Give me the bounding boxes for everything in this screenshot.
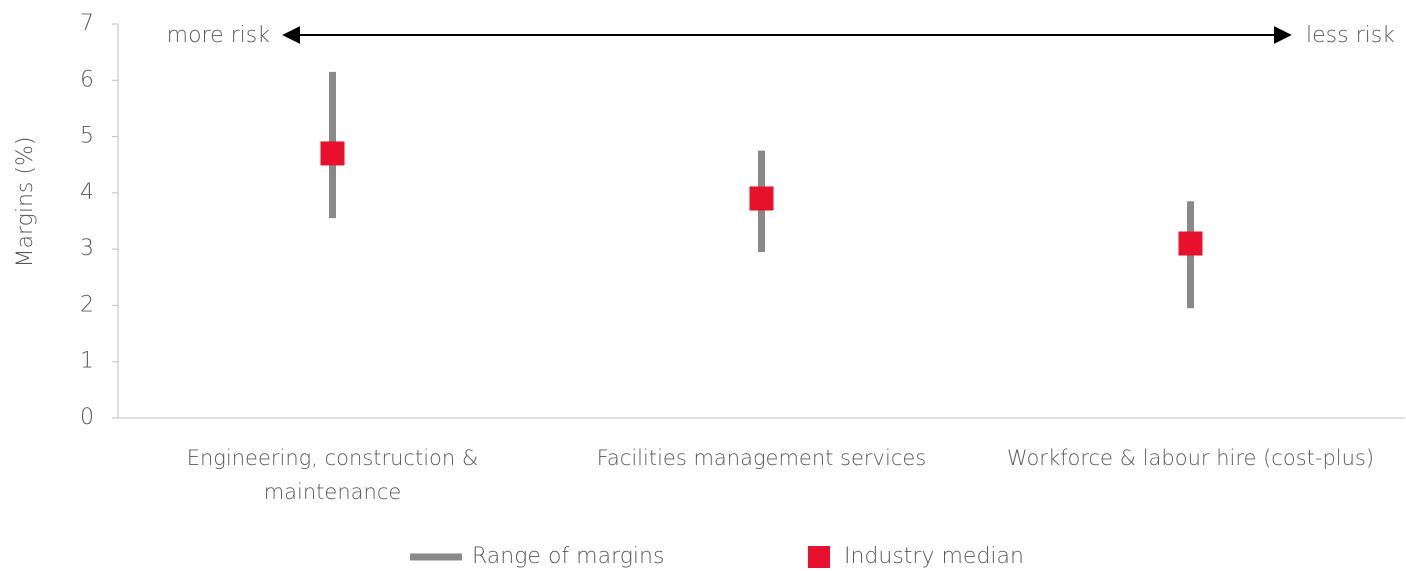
- y-tick-label: 4: [80, 180, 94, 205]
- y-tick-label: 6: [80, 67, 94, 92]
- legend-label: Range of margins: [472, 544, 664, 569]
- x-tick-label: Facilities management services: [596, 446, 927, 470]
- y-tick-label: 2: [80, 292, 94, 317]
- annotation: less risk: [1306, 23, 1395, 48]
- y-tick-label: 3: [80, 236, 94, 261]
- x-tick-label: Engineering, construction & maintenance: [186, 446, 479, 504]
- annotation: more risk: [167, 23, 271, 48]
- y-tick-label: 7: [80, 11, 94, 36]
- legend-label: Industry median: [844, 544, 1024, 569]
- median-marker: [320, 141, 345, 166]
- median-marker: [1178, 231, 1203, 256]
- y-tick-label: 0: [80, 405, 94, 430]
- y-tick-label: 1: [80, 349, 94, 374]
- y-tick-label: 5: [80, 124, 94, 149]
- legend-swatch: [808, 546, 830, 568]
- y-axis-label: Margins (%): [13, 137, 38, 268]
- median-marker: [749, 186, 774, 211]
- x-tick-label: Workforce & labour hire (cost-plus): [1006, 446, 1375, 470]
